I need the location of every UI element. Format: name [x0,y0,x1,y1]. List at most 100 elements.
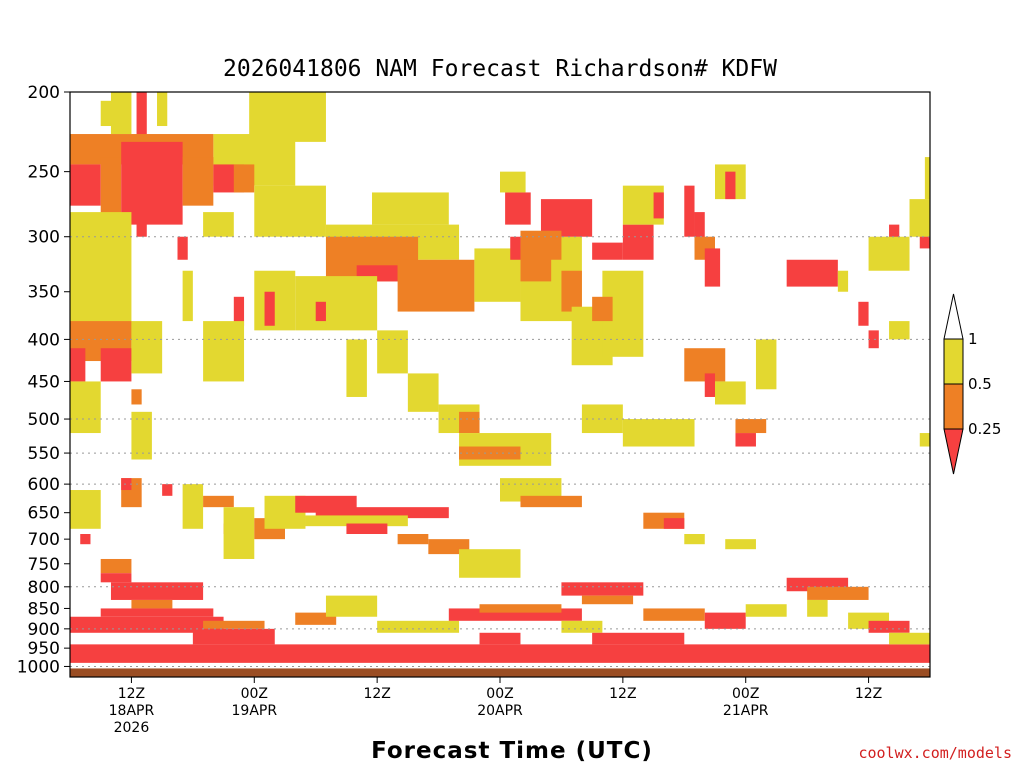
ri-cell-yellow [346,339,367,397]
ri-cell-yellow [377,620,460,633]
colorbar-bottom-triangle [943,428,964,475]
ri-cell-red [868,620,910,633]
plot-area [70,92,930,677]
x-tick-label-0-1: 18APR [109,703,155,719]
ri-cell-red [80,534,91,545]
ri-cell-red [592,632,685,645]
y-tick-label-1000: 1000 [17,657,60,677]
ri-cell-orange [182,157,214,206]
ri-cell-orange [203,495,234,508]
ri-cell-orange [520,495,582,508]
y-tick-label-950: 950 [28,639,60,659]
ri-cell-yellow [110,92,132,135]
ri-cell-orange [520,230,562,260]
ri-cell-red [704,373,715,397]
ri-cell-yellow [919,433,930,447]
ri-cell-yellow [561,620,603,633]
ri-cell-yellow [889,632,930,645]
ri-cell-red [346,523,388,535]
ri-cell-red [663,518,685,529]
ri-cell-yellow [305,515,408,527]
y-tick-label-400: 400 [28,330,60,350]
x-tick-label-0-0: 12Z [118,686,145,702]
ri-cell-red [162,484,173,496]
ri-cell-red [315,507,449,519]
ri-cell-red [561,582,644,596]
x-tick-label-0-2: 2026 [114,720,150,736]
ri-cell-red [858,301,869,326]
ri-cell-yellow [407,373,439,412]
y-tick-label-200: 200 [28,83,60,103]
y-tick-label-550: 550 [28,444,60,464]
ri-cell-red [192,628,275,645]
ri-cell-yellow [622,419,695,447]
ri-cell-yellow [70,212,132,340]
ri-cell-yellow [254,185,326,237]
ri-cell-yellow [377,330,408,374]
ri-cell-yellow [725,539,756,550]
ri-cell-orange [735,419,767,434]
ri-cell-red [653,192,664,219]
ri-cell-yellow [807,599,828,617]
colorbar-segment-0 [943,338,964,385]
y-tick-label-800: 800 [28,578,60,598]
ri-cell-red [177,236,188,260]
colorbar-top-triangle [943,293,964,340]
y-tick-label-350: 350 [28,283,60,303]
ri-cell-red [725,171,736,200]
y-tick-label-300: 300 [28,228,60,248]
ri-cell-red [70,164,101,206]
ri-cell-orange [807,586,869,600]
ri-cell-red [100,573,132,583]
x-tick-label-2-0: 12Z [363,686,390,702]
ri-cell-red [70,644,930,663]
ri-cell-yellow [459,549,521,578]
ri-cell-orange [479,604,562,613]
ri-cell-red [505,192,531,225]
ri-cell-orange [100,157,122,219]
ri-cell-yellow [868,236,910,271]
ri-cell-orange [581,595,634,605]
x-axis-label: Forecast Time (UTC) [371,738,653,764]
ri-cell-yellow [131,411,152,460]
x-tick-label-1-1: 19APR [232,703,278,719]
ri-cell-red [786,259,838,287]
ri-cell-yellow [223,507,255,559]
ri-cell-yellow [131,321,163,374]
x-tick-label-5-1: 21APR [723,703,769,719]
ri-cell-yellow [203,321,245,382]
ri-cell-red [540,199,593,237]
colorbar: 1 0.5 0.25 [943,293,1001,475]
ri-cell-red [121,141,183,225]
y-tick-label-250: 250 [28,163,60,183]
ri-cell-orange [643,608,705,621]
ri-cell-yellow [70,490,101,529]
y-tick-label-850: 850 [28,599,60,619]
credit-text[interactable]: coolwx.com/models [858,744,1012,762]
ri-cell-orange [561,270,582,312]
ri-cell-orange [459,446,521,460]
ri-cell-yellow [837,270,849,292]
ri-cell-yellow [684,534,705,545]
ri-cell-orange [592,296,613,322]
ri-cell-yellow [157,92,168,127]
ri-cell-red [100,608,214,617]
ri-cell-orange [131,599,173,609]
y-tick-label-700: 700 [28,530,60,550]
ground-layer [70,668,930,677]
ri-cell-yellow [755,339,777,390]
ri-cell-red [510,236,521,260]
y-tick-label-650: 650 [28,504,60,524]
ri-cell-orange [233,164,255,193]
ri-cell-red [100,348,132,382]
x-tick-label-3-1: 20APR [477,703,523,719]
ri-cell-red [264,291,275,326]
ri-cell-red [479,632,521,645]
colorbar-label-2: 0.25 [968,420,1001,438]
ri-cell-red [704,248,721,287]
ri-cell-orange [203,620,265,629]
x-tick-label-3-0: 00Z [486,686,513,702]
ri-cell-red [694,212,705,249]
axes: 200 250 300 350 400 450 500 550 600 650 700 750 8008… [17,83,931,736]
